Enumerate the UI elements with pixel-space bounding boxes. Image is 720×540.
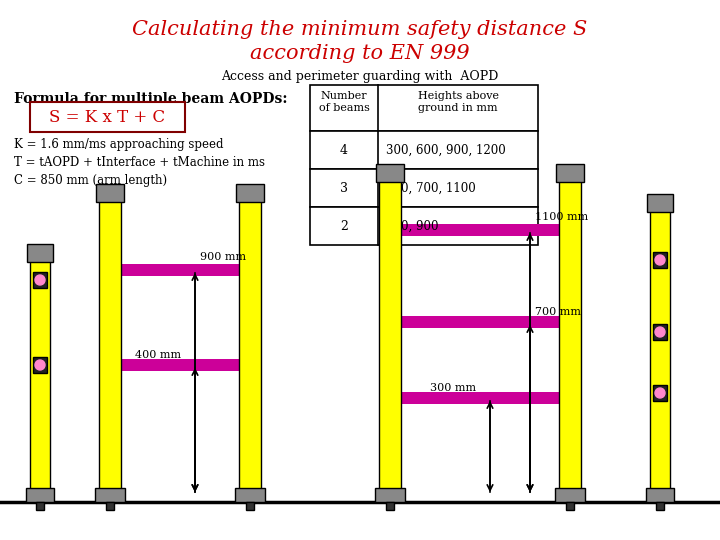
Bar: [390, 224, 570, 236]
Text: K = 1.6 mm/ms approaching speed: K = 1.6 mm/ms approaching speed: [14, 138, 223, 151]
Bar: [246, 502, 254, 510]
Bar: [110, 264, 250, 276]
Bar: [650, 210, 670, 490]
Bar: [36, 502, 44, 510]
Bar: [239, 200, 261, 490]
Text: Formula for multiple beam AOPDs:: Formula for multiple beam AOPDs:: [14, 92, 287, 106]
Bar: [390, 392, 570, 404]
Text: 1100 mm: 1100 mm: [535, 212, 588, 222]
Text: 2: 2: [340, 219, 348, 233]
Bar: [30, 102, 185, 132]
Text: S = K x T + C: S = K x T + C: [49, 109, 165, 125]
Bar: [110, 359, 250, 371]
Text: Calculating the minimum safety distance S: Calculating the minimum safety distance …: [132, 20, 588, 39]
Text: 300 mm: 300 mm: [430, 383, 476, 393]
Bar: [99, 200, 121, 490]
Bar: [310, 207, 538, 245]
Text: 300, 700, 1100: 300, 700, 1100: [386, 181, 476, 194]
Text: Number
of beams: Number of beams: [318, 91, 369, 113]
Text: 4: 4: [340, 144, 348, 157]
Bar: [235, 488, 265, 502]
Text: 400 mm: 400 mm: [135, 350, 181, 360]
Bar: [310, 131, 538, 169]
Circle shape: [655, 388, 665, 398]
Circle shape: [35, 360, 45, 370]
Bar: [386, 502, 394, 510]
Bar: [653, 324, 667, 340]
Bar: [653, 252, 667, 268]
Text: Access and perimeter guarding with  AOPD: Access and perimeter guarding with AOPD: [221, 70, 499, 83]
Bar: [559, 180, 581, 490]
Bar: [96, 184, 124, 202]
Bar: [556, 164, 584, 182]
Text: 300, 600, 900, 1200: 300, 600, 900, 1200: [386, 144, 505, 157]
Bar: [310, 169, 538, 207]
Bar: [379, 180, 401, 490]
Bar: [33, 357, 47, 373]
Text: 3: 3: [340, 181, 348, 194]
Bar: [656, 502, 664, 510]
Bar: [27, 244, 53, 262]
Bar: [390, 316, 570, 328]
Bar: [376, 164, 404, 182]
Bar: [653, 385, 667, 401]
Bar: [33, 272, 47, 288]
Text: T = tAOPD + tInterface + tMachine in ms: T = tAOPD + tInterface + tMachine in ms: [14, 156, 265, 169]
Text: 700 mm: 700 mm: [535, 307, 581, 317]
Bar: [236, 184, 264, 202]
Bar: [26, 488, 54, 502]
Bar: [310, 85, 538, 131]
Text: C = 850 mm (arm length): C = 850 mm (arm length): [14, 174, 167, 187]
Bar: [647, 194, 673, 212]
Bar: [375, 488, 405, 502]
Bar: [555, 488, 585, 502]
Bar: [566, 502, 574, 510]
Text: 400, 900: 400, 900: [386, 219, 438, 233]
Text: according to EN 999: according to EN 999: [250, 44, 470, 63]
Circle shape: [655, 255, 665, 265]
Bar: [646, 488, 674, 502]
Bar: [106, 502, 114, 510]
Circle shape: [655, 327, 665, 337]
Circle shape: [35, 275, 45, 285]
Bar: [95, 488, 125, 502]
Bar: [30, 260, 50, 490]
Text: Heights above
ground in mm: Heights above ground in mm: [418, 91, 498, 113]
Text: 900 mm: 900 mm: [200, 252, 246, 262]
